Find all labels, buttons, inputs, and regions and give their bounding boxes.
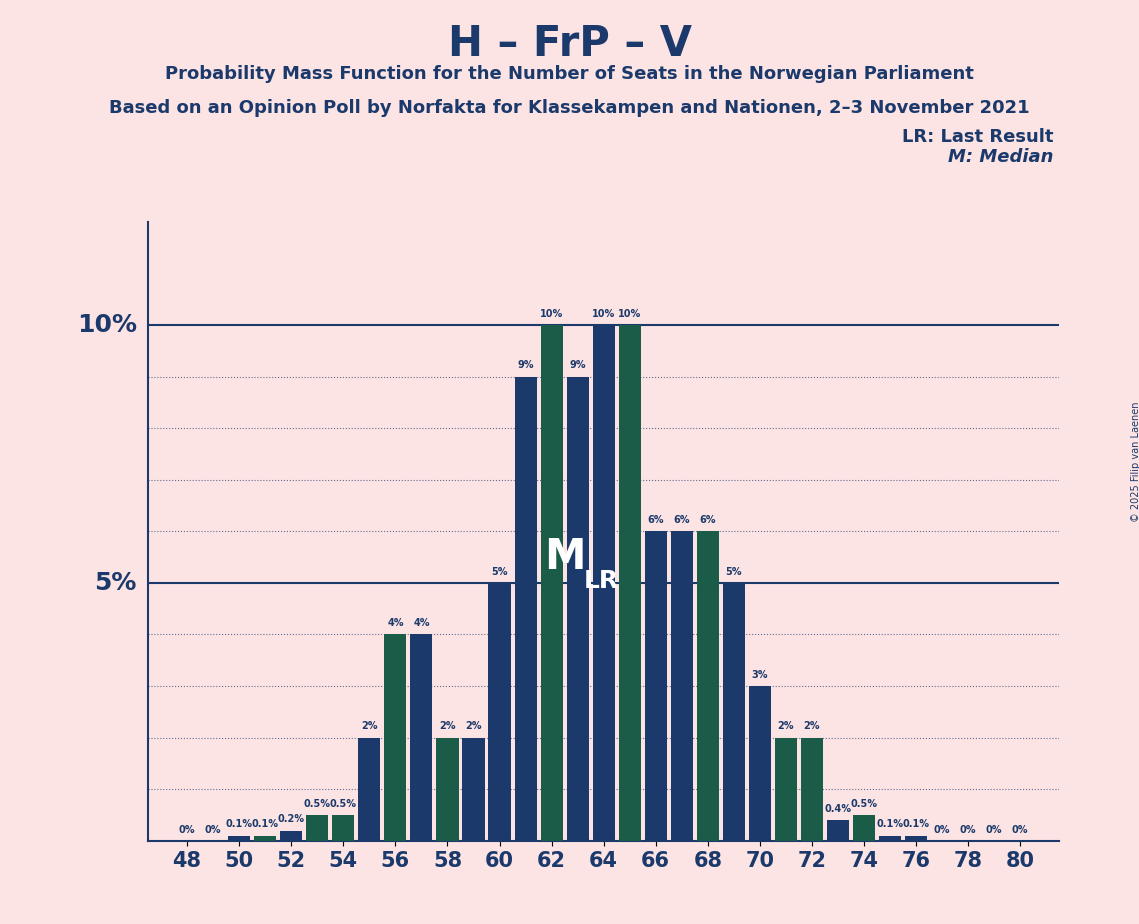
Bar — [254, 835, 277, 841]
Bar — [748, 686, 771, 841]
Bar — [827, 821, 849, 841]
Text: 2%: 2% — [361, 722, 378, 732]
Bar — [384, 635, 407, 841]
Bar — [410, 635, 433, 841]
Text: 2%: 2% — [440, 722, 456, 732]
Bar — [853, 815, 875, 841]
Text: 4%: 4% — [413, 618, 429, 628]
Bar — [280, 831, 302, 841]
Bar — [333, 815, 354, 841]
Bar — [645, 531, 666, 841]
Text: 5%: 5% — [726, 566, 743, 577]
Text: 0%: 0% — [934, 824, 950, 834]
Text: 0.2%: 0.2% — [278, 814, 305, 824]
Text: 0%: 0% — [960, 824, 976, 834]
Text: 0.4%: 0.4% — [825, 804, 852, 814]
Text: 6%: 6% — [673, 515, 690, 525]
Text: 4%: 4% — [387, 618, 403, 628]
Text: 10%: 10% — [618, 309, 641, 319]
Bar — [906, 835, 927, 841]
Text: © 2025 Filip van Laenen: © 2025 Filip van Laenen — [1131, 402, 1139, 522]
Text: M: Median: M: Median — [948, 148, 1054, 165]
Text: 3%: 3% — [752, 670, 768, 680]
Text: 0.1%: 0.1% — [252, 820, 279, 830]
Bar — [228, 835, 251, 841]
Text: 6%: 6% — [699, 515, 716, 525]
Text: M: M — [543, 536, 585, 578]
Text: 10%: 10% — [540, 309, 563, 319]
Text: 9%: 9% — [570, 360, 585, 371]
Text: 6%: 6% — [647, 515, 664, 525]
Text: 0%: 0% — [1011, 824, 1029, 834]
Bar — [306, 815, 328, 841]
Bar — [618, 325, 641, 841]
Text: 9%: 9% — [517, 360, 534, 371]
Text: LR: Last Result: LR: Last Result — [902, 128, 1054, 145]
Text: 10%: 10% — [76, 313, 137, 337]
Text: 5%: 5% — [491, 566, 508, 577]
Text: 5%: 5% — [95, 571, 137, 595]
Bar — [566, 377, 589, 841]
Bar — [671, 531, 693, 841]
Bar — [775, 737, 797, 841]
Bar — [462, 737, 484, 841]
Text: 0.1%: 0.1% — [877, 820, 903, 830]
Text: 0.1%: 0.1% — [226, 820, 253, 830]
Text: 2%: 2% — [778, 722, 794, 732]
Text: 0%: 0% — [986, 824, 1002, 834]
Text: 0%: 0% — [205, 824, 221, 834]
Text: 0%: 0% — [179, 824, 196, 834]
Bar — [723, 583, 745, 841]
Text: LR: LR — [583, 569, 618, 593]
Text: H – FrP – V: H – FrP – V — [448, 23, 691, 65]
Text: 10%: 10% — [592, 309, 615, 319]
Text: 0.5%: 0.5% — [304, 799, 330, 808]
Bar — [697, 531, 719, 841]
Bar — [436, 737, 459, 841]
Bar — [879, 835, 901, 841]
Bar — [489, 583, 510, 841]
Bar — [359, 737, 380, 841]
Text: 0.5%: 0.5% — [330, 799, 357, 808]
Bar — [592, 325, 615, 841]
Text: 2%: 2% — [465, 722, 482, 732]
Text: Probability Mass Function for the Number of Seats in the Norwegian Parliament: Probability Mass Function for the Number… — [165, 65, 974, 82]
Text: 0.1%: 0.1% — [902, 820, 929, 830]
Bar — [801, 737, 823, 841]
Text: 2%: 2% — [804, 722, 820, 732]
Bar — [515, 377, 536, 841]
Text: 0.5%: 0.5% — [851, 799, 877, 808]
Text: Based on an Opinion Poll by Norfakta for Klassekampen and Nationen, 2–3 November: Based on an Opinion Poll by Norfakta for… — [109, 99, 1030, 116]
Bar — [541, 325, 563, 841]
